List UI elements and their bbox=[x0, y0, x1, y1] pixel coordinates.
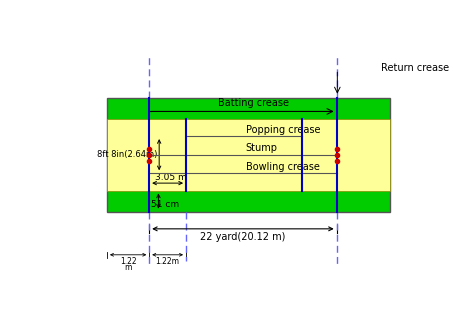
Bar bbox=[107, 119, 390, 191]
Text: Stump: Stump bbox=[246, 143, 278, 153]
Text: Popping crease: Popping crease bbox=[246, 125, 320, 135]
Text: 22 yard(20.12 m): 22 yard(20.12 m) bbox=[200, 232, 286, 242]
Bar bbox=[107, 98, 390, 212]
Text: 51 cm: 51 cm bbox=[151, 200, 179, 209]
Text: Bowling crease: Bowling crease bbox=[246, 162, 320, 172]
Text: 8ft 8in(2.64m): 8ft 8in(2.64m) bbox=[97, 150, 157, 159]
Text: 1.22m: 1.22m bbox=[155, 257, 180, 266]
Text: 1.22: 1.22 bbox=[120, 257, 137, 266]
Text: Return crease: Return crease bbox=[381, 63, 449, 73]
Text: 3.05 m: 3.05 m bbox=[155, 173, 187, 182]
Text: Batting crease: Batting crease bbox=[219, 98, 290, 108]
Text: m: m bbox=[125, 263, 132, 272]
